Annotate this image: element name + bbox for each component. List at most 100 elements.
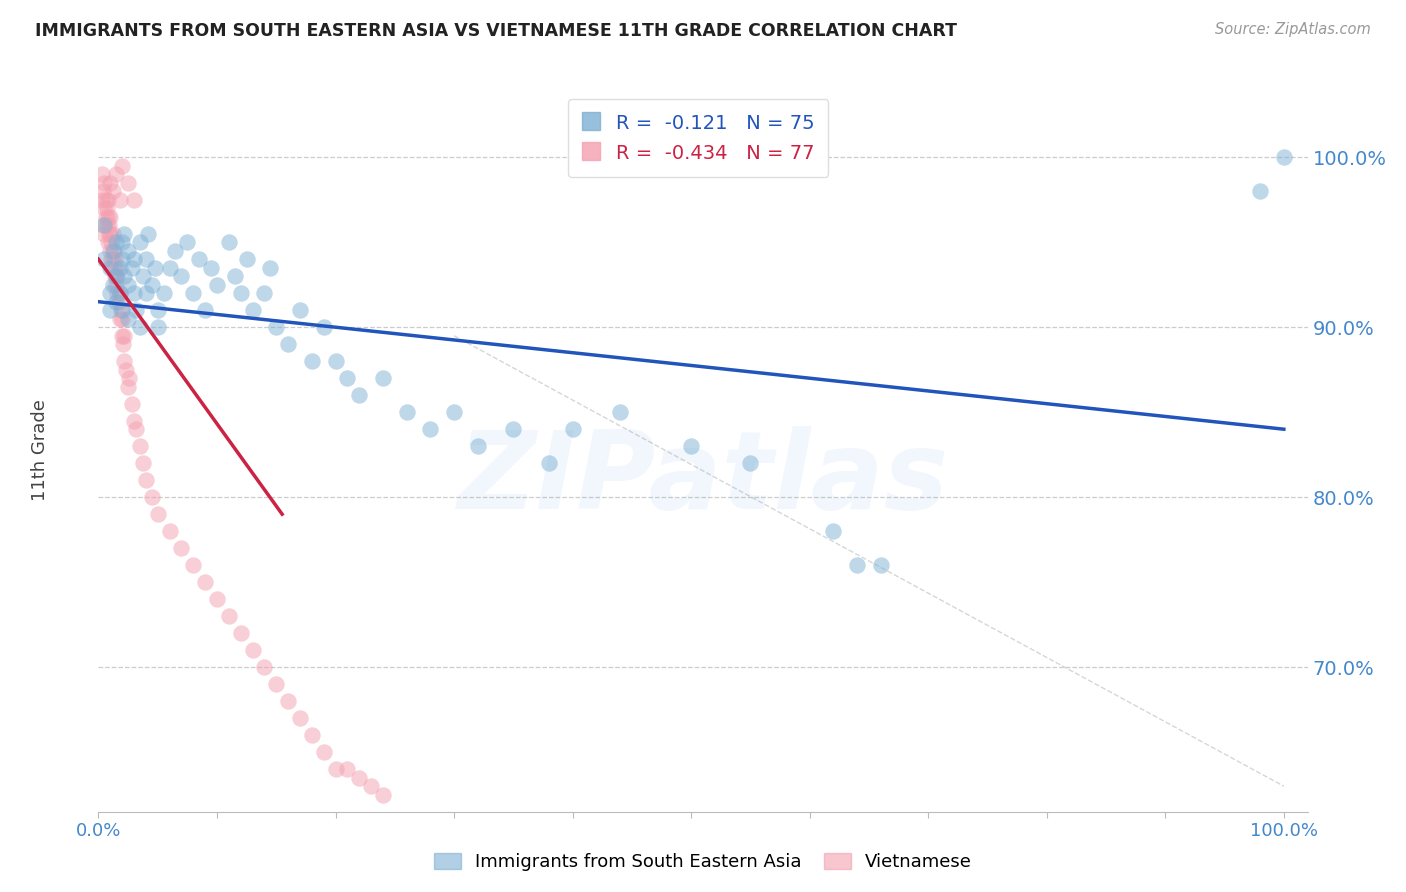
Point — [101, 227, 124, 241]
Point — [129, 235, 152, 250]
Point — [111, 235, 134, 250]
Point — [277, 337, 299, 351]
Point — [121, 260, 143, 275]
Point — [101, 252, 124, 267]
Point — [114, 227, 136, 241]
Point — [117, 311, 139, 326]
Point — [122, 252, 145, 267]
Point — [103, 244, 125, 258]
Point — [97, 210, 120, 224]
Point — [122, 286, 145, 301]
Point — [360, 779, 382, 793]
Point — [135, 473, 157, 487]
Point — [118, 371, 141, 385]
Point — [91, 184, 114, 198]
Point — [141, 490, 163, 504]
Point — [218, 235, 240, 250]
Point — [259, 260, 281, 275]
Point — [111, 159, 134, 173]
Point — [93, 227, 115, 241]
Point — [98, 286, 121, 301]
Point — [1249, 184, 1271, 198]
Point — [561, 422, 583, 436]
Point — [170, 541, 193, 556]
Point — [301, 728, 323, 742]
Point — [114, 269, 136, 284]
Point — [181, 286, 204, 301]
Point — [681, 439, 703, 453]
Point — [395, 405, 418, 419]
Point — [502, 422, 524, 436]
Point — [609, 405, 631, 419]
Point — [371, 371, 394, 385]
Point — [98, 227, 121, 241]
Point — [104, 252, 127, 267]
Point — [117, 277, 139, 292]
Point — [110, 303, 132, 318]
Point — [93, 218, 115, 232]
Point — [91, 167, 114, 181]
Point — [105, 167, 128, 181]
Point — [253, 286, 276, 301]
Point — [336, 762, 359, 776]
Point — [105, 294, 128, 309]
Point — [159, 524, 181, 539]
Point — [170, 269, 193, 284]
Point — [93, 201, 115, 215]
Point — [224, 269, 246, 284]
Point — [125, 303, 148, 318]
Point — [125, 422, 148, 436]
Point — [111, 303, 134, 318]
Point — [114, 362, 136, 376]
Text: IMMIGRANTS FROM SOUTH EASTERN ASIA VS VIETNAMESE 11TH GRADE CORRELATION CHART: IMMIGRANTS FROM SOUTH EASTERN ASIA VS VI… — [35, 22, 957, 40]
Legend: R =  -0.121   N = 75, R =  -0.434   N = 77: R = -0.121 N = 75, R = -0.434 N = 77 — [568, 99, 828, 177]
Point — [135, 286, 157, 301]
Point — [108, 286, 131, 301]
Point — [176, 235, 198, 250]
Point — [112, 337, 135, 351]
Point — [105, 235, 128, 250]
Point — [347, 388, 370, 402]
Point — [312, 745, 335, 759]
Point — [122, 414, 145, 428]
Point — [301, 354, 323, 368]
Point — [205, 592, 228, 607]
Point — [100, 235, 122, 250]
Point — [93, 252, 115, 267]
Point — [117, 380, 139, 394]
Point — [336, 371, 359, 385]
Point — [101, 244, 124, 258]
Point — [108, 260, 131, 275]
Point — [114, 354, 136, 368]
Point — [98, 260, 121, 275]
Point — [136, 227, 159, 241]
Point — [253, 660, 276, 674]
Point — [229, 626, 252, 640]
Point — [100, 252, 122, 267]
Point — [93, 176, 115, 190]
Point — [288, 711, 311, 725]
Point — [325, 354, 347, 368]
Point — [846, 558, 869, 573]
Point — [235, 252, 257, 267]
Point — [94, 193, 117, 207]
Point — [1272, 150, 1295, 164]
Point — [467, 439, 489, 453]
Point — [194, 303, 217, 318]
Point — [823, 524, 845, 539]
Point — [135, 252, 157, 267]
Point — [537, 456, 560, 470]
Point — [419, 422, 441, 436]
Point — [146, 507, 169, 521]
Point — [105, 260, 128, 275]
Point — [103, 260, 125, 275]
Point — [114, 328, 136, 343]
Point — [325, 762, 347, 776]
Point — [98, 303, 121, 318]
Point — [229, 286, 252, 301]
Point — [146, 320, 169, 334]
Text: Source: ZipAtlas.com: Source: ZipAtlas.com — [1215, 22, 1371, 37]
Point — [111, 311, 134, 326]
Point — [98, 227, 121, 241]
Point — [264, 677, 287, 691]
